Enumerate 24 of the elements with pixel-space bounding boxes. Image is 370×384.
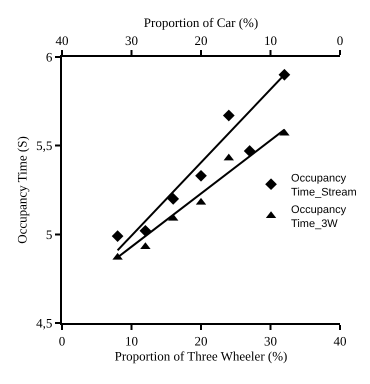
x-tick-label: 40 [334,334,346,349]
x2-tick-label: 20 [194,32,208,48]
x-tick-label: 10 [125,334,138,349]
x-tick-label: 0 [58,334,66,349]
x-tick-label: 20 [194,334,208,349]
point [112,230,124,242]
x2-tick-label: 10 [264,32,277,48]
x2-tick-label: 0 [336,32,344,48]
x-tick-label: 30 [264,334,277,349]
y-tick-label: 5,5 [36,138,52,154]
legend-label: Occupancy Time_3W [291,204,347,230]
x2-axis-title: Proportion of Car (%) [144,15,258,30]
x2-tick-label: 30 [125,32,138,48]
legend-label: Occupancy Time_Stream [291,172,357,199]
y-tick-label: 4,5 [36,316,52,331]
y-axis-title: Occupancy Time (S) [14,136,30,244]
x-axis-title: Proportion of Three Wheeler (%) [114,348,288,364]
point [167,193,180,205]
point [222,110,235,122]
point [195,170,207,182]
point [244,145,256,157]
x2-tick-label: 40 [56,32,68,48]
y-tick-label: 5 [46,226,52,242]
y-tick-label: 6 [46,50,53,65]
